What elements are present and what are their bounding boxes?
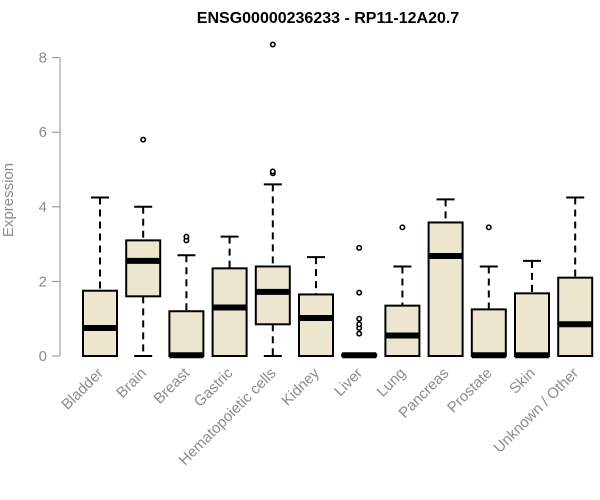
y-tick-label: 8 xyxy=(39,50,47,67)
iqr-box xyxy=(514,292,550,357)
y-tick-label: 0 xyxy=(39,348,47,365)
outlier-point xyxy=(485,224,492,231)
iqr-box xyxy=(298,293,334,357)
box-skin xyxy=(514,259,550,359)
box-brain xyxy=(125,136,162,357)
iqr-box xyxy=(427,221,464,357)
outlier-point xyxy=(356,315,363,322)
outlier-point xyxy=(183,233,190,240)
outlier-point xyxy=(140,136,147,143)
chart-title: ENSG00000236233 - RP11-12A20.7 xyxy=(197,10,460,27)
outlier-point xyxy=(356,244,363,251)
box-prostate xyxy=(470,224,507,359)
iqr-box xyxy=(384,304,421,357)
iqr-box xyxy=(254,265,291,326)
iqr-box xyxy=(470,308,507,357)
y-tick-label: 6 xyxy=(39,124,47,141)
iqr-box xyxy=(82,289,118,358)
box-lung xyxy=(384,224,421,357)
x-tick-label: Prostate xyxy=(444,365,496,417)
box-hematopoietic-cells xyxy=(254,41,291,357)
iqr-box xyxy=(125,239,162,298)
box-bladder xyxy=(82,196,118,358)
outlier-point xyxy=(269,168,276,175)
y-axis-label: Expression xyxy=(0,163,17,237)
iqr-box xyxy=(168,310,205,357)
x-tick-label: Breast xyxy=(151,364,194,407)
x-tick-label: Kidney xyxy=(278,364,323,409)
outlier-point xyxy=(356,330,363,337)
box-kidney xyxy=(298,256,334,357)
x-tick-label: Bladder xyxy=(58,365,107,414)
x-tick-label: Liver xyxy=(331,365,366,400)
iqr-box xyxy=(211,267,248,357)
y-axis: 0 2 4 6 8 xyxy=(39,50,61,365)
boxes-group xyxy=(82,41,594,359)
box-unknown-other xyxy=(557,196,594,358)
box-breast xyxy=(168,233,205,359)
x-tick-label: Lung xyxy=(374,365,410,401)
iqr-box xyxy=(557,276,594,358)
box-liver xyxy=(341,244,378,359)
box-gastric xyxy=(211,235,248,357)
x-tick-label: Brain xyxy=(113,365,150,402)
outlier-point xyxy=(356,321,363,328)
outlier-point xyxy=(269,41,276,48)
y-tick-label: 4 xyxy=(39,199,47,216)
outlier-point xyxy=(399,224,406,231)
outlier-point xyxy=(356,289,363,296)
x-tick-label: Skin xyxy=(506,365,539,398)
box-pancreas xyxy=(427,198,464,357)
y-tick-label: 2 xyxy=(39,273,47,290)
